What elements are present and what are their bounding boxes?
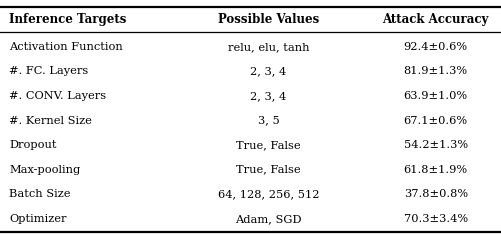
Text: Max-pooling: Max-pooling bbox=[9, 165, 80, 175]
Text: Dropout: Dropout bbox=[9, 140, 57, 150]
Text: Inference Targets: Inference Targets bbox=[9, 13, 126, 26]
Text: True, False: True, False bbox=[236, 165, 300, 175]
Text: 2, 3, 4: 2, 3, 4 bbox=[250, 91, 286, 101]
Text: Batch Size: Batch Size bbox=[9, 189, 71, 199]
Text: 70.3±3.4%: 70.3±3.4% bbox=[403, 214, 467, 224]
Text: 3, 5: 3, 5 bbox=[257, 116, 279, 125]
Text: Possible Values: Possible Values bbox=[217, 13, 319, 26]
Text: 37.8±0.8%: 37.8±0.8% bbox=[403, 189, 467, 199]
Text: Activation Function: Activation Function bbox=[9, 42, 123, 52]
Text: relu, elu, tanh: relu, elu, tanh bbox=[227, 42, 309, 52]
Text: True, False: True, False bbox=[236, 140, 300, 150]
Text: 64, 128, 256, 512: 64, 128, 256, 512 bbox=[217, 189, 319, 199]
Text: Adam, SGD: Adam, SGD bbox=[235, 214, 301, 224]
Text: #. Kernel Size: #. Kernel Size bbox=[9, 116, 92, 125]
Text: Attack Accuracy: Attack Accuracy bbox=[382, 13, 488, 26]
Text: #. CONV. Layers: #. CONV. Layers bbox=[9, 91, 106, 101]
Text: 67.1±0.6%: 67.1±0.6% bbox=[403, 116, 467, 125]
Text: 54.2±1.3%: 54.2±1.3% bbox=[403, 140, 467, 150]
Text: #. FC. Layers: #. FC. Layers bbox=[9, 66, 88, 76]
Text: 81.9±1.3%: 81.9±1.3% bbox=[403, 66, 467, 76]
Text: 92.4±0.6%: 92.4±0.6% bbox=[403, 42, 467, 52]
Text: Optimizer: Optimizer bbox=[9, 214, 67, 224]
Text: 2, 3, 4: 2, 3, 4 bbox=[250, 66, 286, 76]
Text: 63.9±1.0%: 63.9±1.0% bbox=[403, 91, 467, 101]
Text: 61.8±1.9%: 61.8±1.9% bbox=[403, 165, 467, 175]
